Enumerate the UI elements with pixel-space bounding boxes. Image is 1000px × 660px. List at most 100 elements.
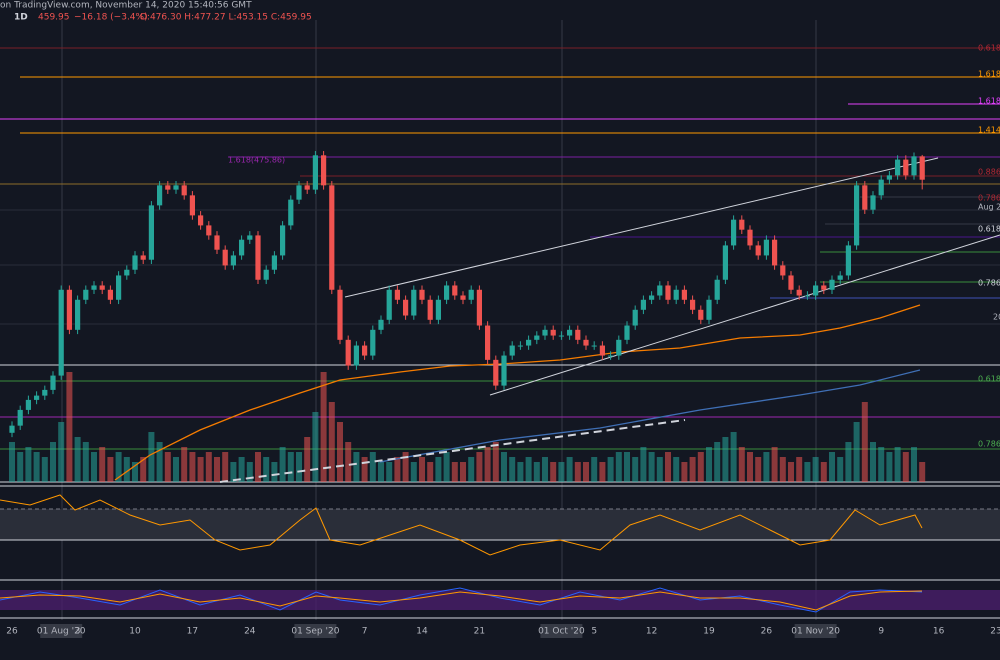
volume-bar: [689, 457, 696, 482]
x-tick-label: 01 Nov '20: [791, 627, 840, 637]
volume-bar: [164, 452, 171, 482]
x-label-box: [794, 624, 837, 638]
candle-body: [165, 185, 171, 190]
volume-bar: [230, 462, 237, 482]
volume-bar: [205, 452, 212, 482]
volume-bar: [107, 457, 114, 482]
candle-body: [189, 195, 195, 216]
candle-body: [288, 199, 294, 226]
candle-body: [239, 239, 245, 256]
volume-bar: [140, 457, 147, 482]
candle-body: [124, 269, 130, 276]
volume-bar: [123, 457, 130, 482]
volume-bar: [681, 462, 688, 482]
level-label: 1.618(: [978, 70, 1000, 79]
volume-bar: [17, 452, 24, 482]
volume-bar: [755, 457, 762, 482]
candle-body: [230, 255, 236, 266]
x-label-box: [540, 624, 583, 638]
x-tick-label: 26: [6, 627, 18, 637]
candle-body: [583, 339, 589, 346]
candle-body: [624, 325, 630, 340]
candle-body: [870, 195, 876, 210]
x-tick-label: 14: [416, 627, 428, 637]
candle-body: [296, 185, 302, 200]
candle-body: [534, 335, 540, 340]
volume-bar: [410, 462, 417, 482]
volume-bar: [845, 442, 852, 482]
volume-bar: [599, 462, 606, 482]
candle-body: [878, 179, 884, 196]
volume-bar: [33, 452, 40, 482]
volume-bar: [394, 457, 401, 482]
volume-bar: [656, 457, 663, 482]
volume-bar: [353, 452, 360, 482]
candle-body: [75, 299, 81, 330]
x-tick-label: 7: [362, 627, 368, 637]
candle-body: [780, 265, 786, 276]
candle-body: [501, 355, 507, 386]
level-labels: 0.618(1.618(1.618(1.414(0.886(0.786(Aug …: [228, 44, 1000, 449]
x-tick-label: 19: [703, 627, 715, 637]
candle-body: [772, 239, 778, 266]
candle-body: [42, 389, 48, 396]
volume-bar: [697, 452, 704, 482]
volume-bar: [558, 462, 565, 482]
candle-body: [9, 425, 15, 433]
level-label: 0.618(: [978, 225, 1000, 234]
ohlc: O:476.30 H:477.27 L:453.15 C:459.95: [140, 13, 312, 23]
level-label: 0.786(: [978, 440, 1000, 449]
candle-body: [608, 355, 614, 357]
volume-bar: [9, 442, 15, 482]
change: −16.18 (−3.4%): [74, 13, 148, 23]
candle-body: [542, 329, 548, 336]
volume-bar: [804, 462, 811, 482]
volume-bar: [451, 462, 458, 482]
candle-body: [107, 289, 113, 300]
x-tick-label: 23: [990, 627, 1000, 637]
level-label: 0.618(: [978, 44, 1000, 53]
candle-body: [140, 255, 146, 260]
volume-bar: [788, 462, 794, 482]
volume-bar: [525, 457, 532, 482]
candle-body: [181, 185, 187, 196]
moving-averages: [114, 304, 921, 481]
candle-body: [452, 285, 458, 296]
candle-body: [821, 285, 827, 290]
x-tick-label: 21: [474, 627, 485, 637]
candle-body: [394, 289, 400, 300]
candle-body: [763, 239, 769, 256]
candle-body: [550, 329, 556, 336]
candle-body: [796, 289, 802, 296]
candle-body: [386, 289, 392, 320]
candle-body: [895, 159, 901, 176]
level-label: 1.414(: [978, 126, 1000, 135]
candle-body: [50, 375, 56, 390]
x-label-box: [294, 624, 337, 638]
candle-body: [116, 275, 122, 300]
volume-bar: [476, 452, 483, 482]
volume-bar: [886, 452, 893, 482]
volume-bar: [148, 432, 155, 482]
candle-body: [34, 395, 40, 400]
candle-body: [657, 285, 663, 296]
candle-body: [714, 279, 720, 300]
candle-body: [649, 295, 655, 300]
volume-bar: [812, 457, 819, 482]
candle-body: [665, 285, 671, 300]
candle-body: [886, 175, 892, 180]
volume-bar: [279, 447, 286, 482]
volume-bar: [779, 457, 786, 482]
level-label: 0.786(: [978, 279, 1000, 288]
level-label: Aug 20: [978, 203, 1000, 212]
candle-body: [558, 335, 564, 337]
volume-bar: [640, 447, 647, 482]
volume-bar: [378, 462, 384, 482]
candle-body: [755, 245, 761, 256]
x-label-box: [40, 624, 83, 638]
candle-body: [321, 155, 327, 186]
candle-body: [591, 345, 597, 347]
candle-body: [673, 289, 679, 300]
candle-body: [722, 245, 728, 280]
volume-bar: [91, 452, 97, 482]
